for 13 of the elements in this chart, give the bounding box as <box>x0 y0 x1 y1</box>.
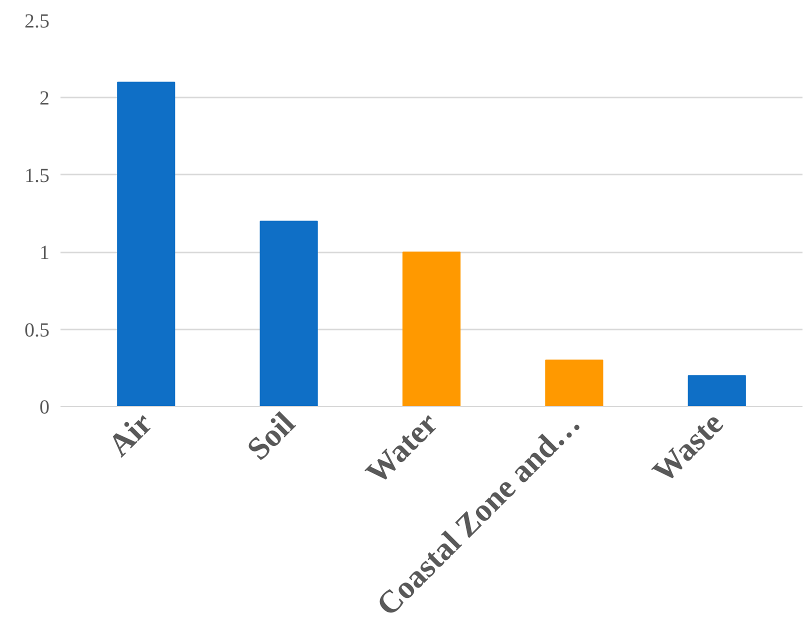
bar <box>545 360 604 406</box>
y-tick-label: 2.5 <box>24 10 50 32</box>
x-tick-label: Soil <box>240 404 302 467</box>
bar <box>402 252 461 406</box>
y-tick-label: 2 <box>40 88 50 110</box>
bar <box>117 82 176 406</box>
y-tick-label: 1.5 <box>24 164 50 187</box>
y-tick-label: 1 <box>40 242 50 264</box>
x-tick-label: Air <box>100 404 159 463</box>
bar <box>688 375 746 406</box>
y-tick-label: 0 <box>40 396 50 418</box>
bar <box>260 220 318 406</box>
y-tick-label: 0.5 <box>24 319 50 342</box>
